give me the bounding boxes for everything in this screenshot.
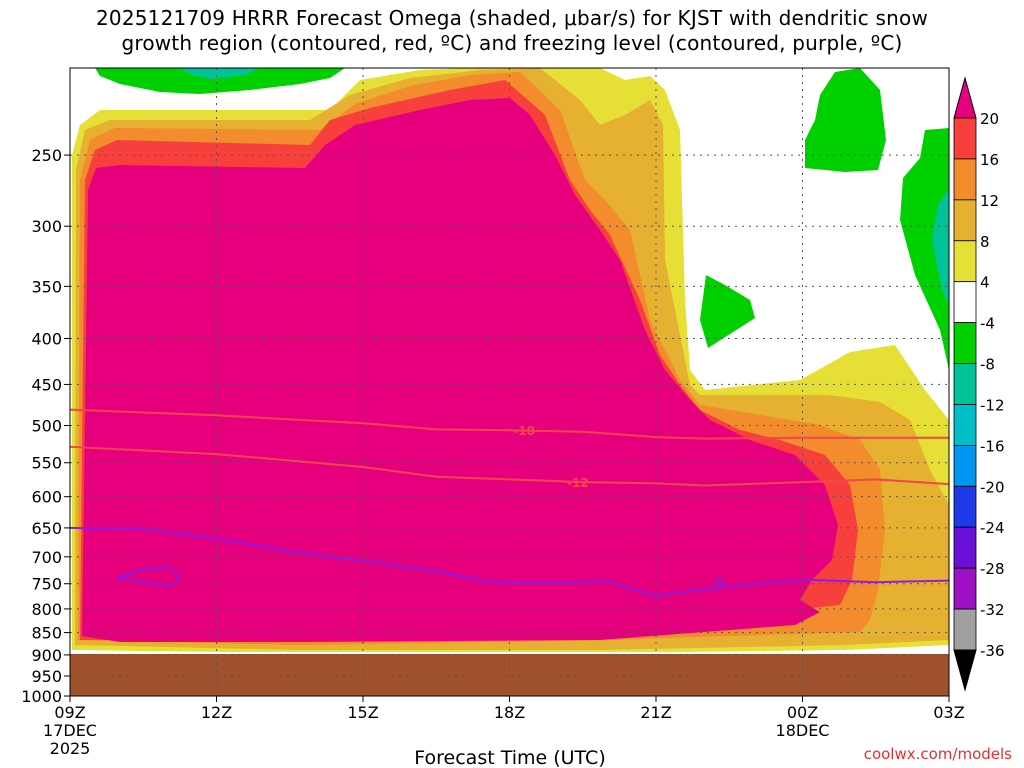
y-tick-label-250: 250 xyxy=(31,146,62,165)
omega-shading: -18 -12 0 xyxy=(70,68,949,696)
omega-region-negative-upper-right xyxy=(805,68,886,172)
y-tick-label-1000: 1000 xyxy=(21,687,62,706)
colorbar-label--24: -24 xyxy=(980,519,1005,537)
colorbar-label-16: 16 xyxy=(980,151,999,169)
colorbar-segment--24 xyxy=(953,526,977,569)
y-tick-label-400: 400 xyxy=(31,329,62,348)
colorbar-label--12: -12 xyxy=(980,396,1005,414)
omega-region-20 xyxy=(82,98,838,642)
y-tick-label-600: 600 xyxy=(31,488,62,507)
y-axis-ticks: 250 300 350 400 450 500 550 600 650 700 750 800 850 9… xyxy=(21,146,70,706)
x-tick-date-09Z: 17DEC xyxy=(43,721,97,740)
contour-label--18: -18 xyxy=(513,424,535,438)
y-tick-label-300: 300 xyxy=(31,217,62,236)
contour-line-0 xyxy=(70,526,949,598)
freezing-level-closed-contour xyxy=(117,564,182,588)
colorbar: 20 16 12 8 4 -4 -8 -12 -16 -20 -24 -28 -32 -36 xyxy=(953,76,1005,692)
omega-region-negative-mid-right xyxy=(700,275,755,348)
x-tick-label-12Z: 12Z xyxy=(201,703,232,722)
y-tick-label-350: 350 xyxy=(31,277,62,296)
y-tick-label-900: 900 xyxy=(31,646,62,665)
colorbar-segment--16 xyxy=(953,444,977,487)
colorbar-label--36: -36 xyxy=(980,642,1005,660)
colorbar-label--8: -8 xyxy=(980,356,995,374)
y-tick-label-500: 500 xyxy=(31,417,62,436)
colorbar-segment--8 xyxy=(953,363,977,405)
colorbar-label--32: -32 xyxy=(980,601,1005,619)
x-tick-label-09Z: 09Z xyxy=(54,703,85,722)
colorbar-segment--12 xyxy=(953,404,977,446)
credit-text: coolwx.com/models xyxy=(864,745,1012,763)
colorbar-label-12: 12 xyxy=(980,192,999,210)
colorbar-label--4: -4 xyxy=(980,315,995,333)
y-tick-label-450: 450 xyxy=(31,375,62,394)
y-tick-label-750: 750 xyxy=(31,575,62,594)
x-tick-label-21Z: 21Z xyxy=(640,703,671,722)
contours: -18 -12 0 xyxy=(70,408,949,598)
x-tick-label-00Z: 00Z xyxy=(787,703,818,722)
colorbar-segment-16 xyxy=(953,158,977,201)
contour-line--12 xyxy=(70,445,949,487)
y-tick-label-800: 800 xyxy=(31,600,62,619)
x-tick-date-00Z: 18DEC xyxy=(776,721,830,740)
omega-region-teal-top-left xyxy=(180,68,260,79)
x-tick-label-18Z: 18Z xyxy=(494,703,525,722)
y-tick-label-550: 550 xyxy=(31,454,62,473)
colorbar-label--28: -28 xyxy=(980,560,1005,578)
colorbar-segment--28 xyxy=(953,567,977,610)
chart-title-line1: 2025121709 HRRR Forecast Omega (shaded, … xyxy=(95,6,929,30)
colorbar-top-arrow xyxy=(953,76,977,119)
x-tick-year-09Z: 2025 xyxy=(50,739,91,758)
x-tick-label-15Z: 15Z xyxy=(347,703,378,722)
colorbar-label--16: -16 xyxy=(980,437,1005,455)
y-tick-label-650: 650 xyxy=(31,519,62,538)
colorbar-segment-4 xyxy=(953,281,977,324)
colorbar-label-4: 4 xyxy=(980,274,990,292)
chart-title: 2025121709 HRRR Forecast Omega (shaded, … xyxy=(0,6,1024,56)
y-tick-label-850: 850 xyxy=(31,624,62,643)
omega-region-negative-far-right xyxy=(900,128,949,370)
colorbar-segment--32 xyxy=(953,608,977,651)
x-tick-label-03Z: 03Z xyxy=(933,703,964,722)
y-tick-label-700: 700 xyxy=(31,548,62,567)
y-tick-label-950: 950 xyxy=(31,667,62,686)
colorbar-segment--20 xyxy=(953,485,977,528)
contour-line--18 xyxy=(70,408,949,440)
omega-region-teal-far-right xyxy=(932,188,949,305)
contour-label-0: 0 xyxy=(715,576,723,590)
colorbar-bottom-arrow xyxy=(953,649,977,692)
colorbar-segment--4 xyxy=(953,322,977,364)
chart-title-line2: growth region (contoured, red, ºC) and f… xyxy=(121,31,903,55)
colorbar-label-8: 8 xyxy=(980,233,990,251)
colorbar-label--20: -20 xyxy=(980,478,1005,496)
x-axis-label: Forecast Time (UTC) xyxy=(414,747,605,768)
colorbar-label-20: 20 xyxy=(980,110,999,128)
colorbar-segment-12 xyxy=(953,199,977,242)
colorbar-segment-8 xyxy=(953,240,977,283)
omega-region-8-bottom-right xyxy=(920,515,949,598)
omega-region-negative-top-left xyxy=(95,68,345,94)
ground-below-surface xyxy=(70,653,949,696)
colorbar-segment-20 xyxy=(953,117,977,160)
contour-label--12: -12 xyxy=(567,476,589,490)
